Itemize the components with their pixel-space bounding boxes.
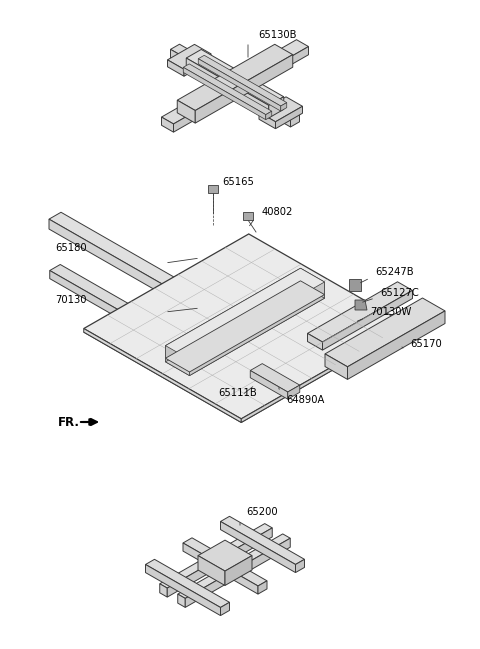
Text: 64890A: 64890A [286,395,324,405]
Polygon shape [250,371,288,399]
Polygon shape [281,103,287,111]
Text: 65165: 65165 [222,177,254,187]
Polygon shape [183,64,272,115]
Polygon shape [186,58,269,118]
Polygon shape [145,565,220,616]
Polygon shape [250,363,300,392]
Polygon shape [323,290,412,350]
Text: 65127C: 65127C [380,288,419,298]
Polygon shape [173,112,194,132]
Polygon shape [49,219,169,298]
Polygon shape [84,328,241,422]
Polygon shape [220,522,296,572]
Polygon shape [296,559,304,572]
Polygon shape [225,556,252,585]
Polygon shape [168,60,184,76]
Polygon shape [325,298,445,367]
Polygon shape [166,346,190,376]
Text: 40802: 40802 [262,207,293,217]
Polygon shape [220,602,229,616]
Polygon shape [198,55,287,106]
Polygon shape [325,354,348,380]
Polygon shape [166,268,324,360]
Polygon shape [166,284,324,376]
Text: 65200: 65200 [246,507,277,517]
Text: 65170: 65170 [410,339,442,349]
Polygon shape [167,528,272,597]
Polygon shape [308,282,412,342]
Polygon shape [183,538,267,586]
Polygon shape [161,105,194,124]
Polygon shape [266,111,272,119]
Polygon shape [170,44,202,62]
Polygon shape [166,268,300,362]
Text: 65130B: 65130B [258,30,297,40]
Polygon shape [198,540,252,571]
Polygon shape [190,282,324,376]
Text: 70130: 70130 [55,295,86,305]
Polygon shape [300,268,324,298]
Polygon shape [243,212,253,220]
Polygon shape [161,117,173,132]
Polygon shape [160,524,272,588]
Polygon shape [145,559,229,607]
Polygon shape [193,57,202,71]
Text: FR.: FR. [58,415,80,428]
Polygon shape [170,49,193,71]
Polygon shape [50,271,170,347]
Polygon shape [355,300,367,310]
Polygon shape [183,67,266,119]
Polygon shape [84,234,406,419]
Polygon shape [177,44,293,110]
Polygon shape [185,538,290,607]
Polygon shape [198,58,281,111]
Polygon shape [348,311,445,380]
Polygon shape [269,97,284,118]
Polygon shape [186,49,284,105]
Polygon shape [349,279,361,291]
Polygon shape [50,265,180,339]
Polygon shape [178,594,185,607]
Polygon shape [241,324,406,422]
Polygon shape [268,105,290,127]
Polygon shape [288,47,309,67]
Polygon shape [208,185,218,193]
Polygon shape [160,584,167,597]
Polygon shape [166,281,324,372]
Polygon shape [168,44,211,69]
Polygon shape [259,97,302,122]
Polygon shape [290,113,300,127]
Polygon shape [308,334,323,350]
Polygon shape [184,54,211,76]
Polygon shape [49,212,181,288]
Polygon shape [177,100,195,123]
Polygon shape [198,556,225,585]
Text: 65247B: 65247B [375,267,414,277]
Polygon shape [276,40,309,58]
Polygon shape [288,385,300,399]
Polygon shape [259,112,276,129]
Polygon shape [276,52,288,67]
Text: 70130W: 70130W [370,307,411,317]
Polygon shape [170,334,180,347]
Polygon shape [183,543,258,594]
Text: 65111B: 65111B [218,388,257,398]
Polygon shape [195,55,293,123]
Polygon shape [84,238,406,422]
Text: 65180: 65180 [55,243,86,253]
Polygon shape [268,100,300,118]
Polygon shape [258,581,267,594]
Polygon shape [220,517,304,565]
Polygon shape [169,281,181,298]
Polygon shape [178,534,290,598]
Polygon shape [276,106,302,129]
